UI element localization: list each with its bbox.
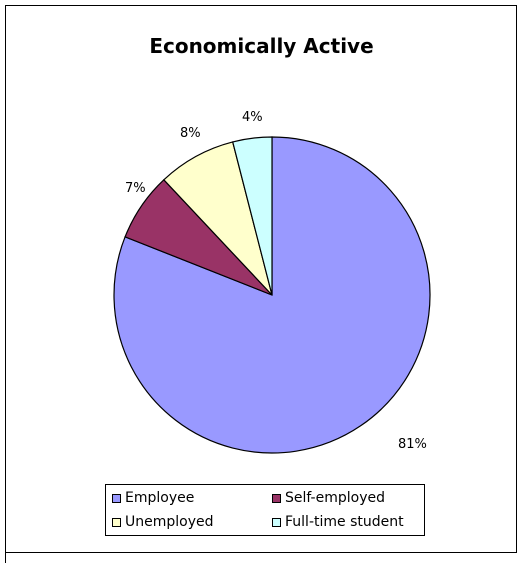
slice-label-self-employed: 7% (125, 181, 146, 196)
frame-edge (5, 553, 6, 563)
legend: Employee Self-employed Unemployed Full-t… (105, 484, 425, 536)
legend-label-self-employed: Self-employed (285, 490, 385, 506)
legend-item-self-employed: Self-employed (272, 490, 385, 506)
chart-title: Economically Active (149, 34, 374, 58)
legend-item-full-time-student: Full-time student (272, 514, 404, 530)
legend-label-unemployed: Unemployed (125, 514, 214, 530)
legend-item-unemployed: Unemployed (112, 514, 214, 530)
legend-item-employee: Employee (112, 490, 194, 506)
legend-swatch-full-time-student (272, 517, 281, 527)
legend-label-full-time-student: Full-time student (285, 514, 404, 530)
legend-swatch-unemployed (112, 517, 121, 527)
legend-swatch-self-employed (272, 493, 281, 503)
legend-swatch-employee (112, 493, 121, 503)
slice-label-full-time-student: 4% (242, 110, 263, 125)
slice-label-unemployed: 8% (180, 126, 201, 141)
legend-label-employee: Employee (125, 490, 195, 506)
pie-slice-full-time-student (231, 136, 273, 296)
slice-label-employee: 81% (398, 437, 427, 452)
